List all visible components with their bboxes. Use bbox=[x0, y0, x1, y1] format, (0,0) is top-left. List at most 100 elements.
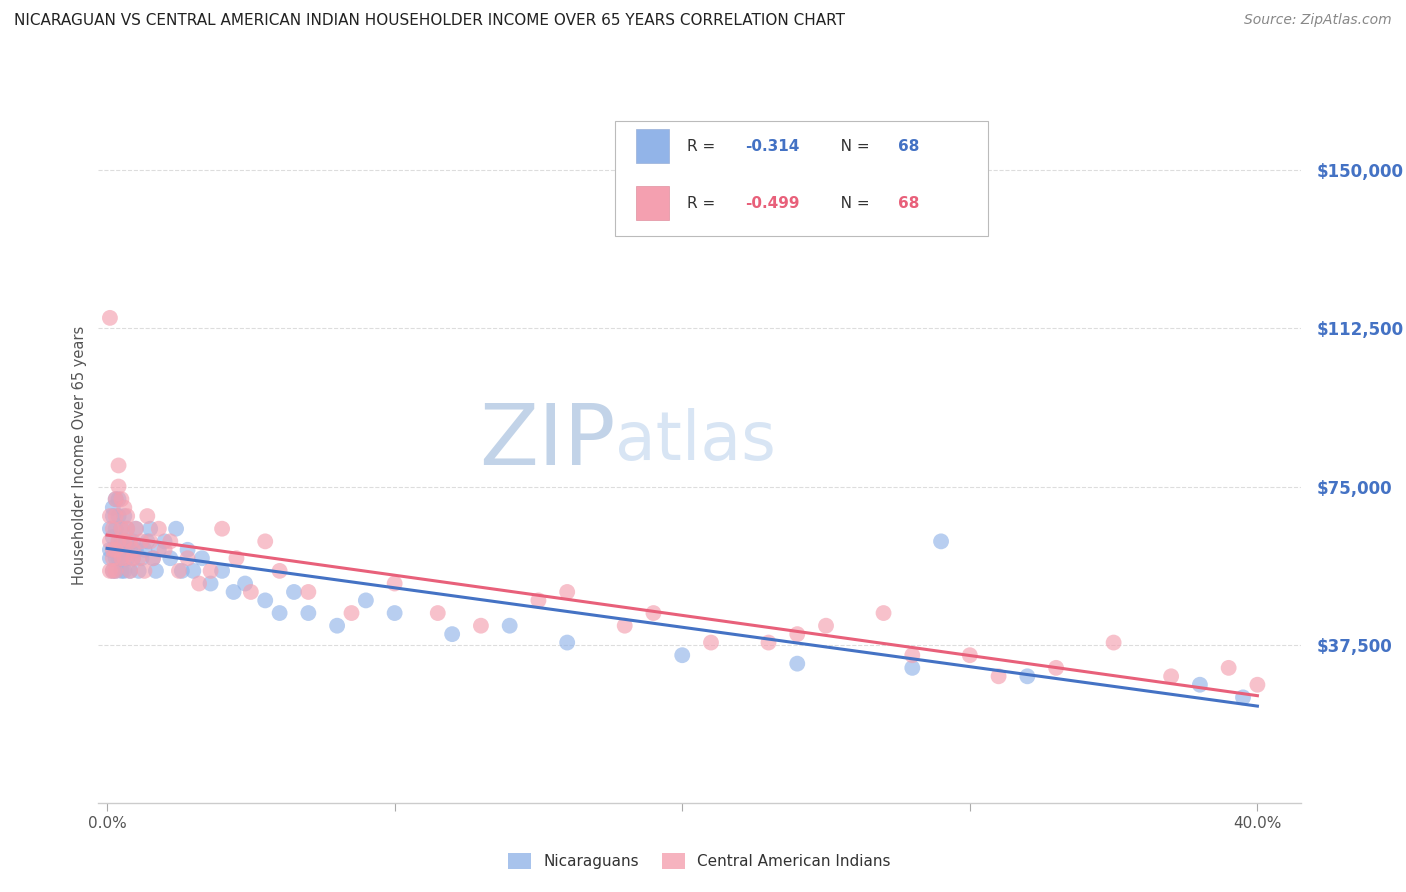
Point bbox=[211, 522, 233, 536]
Point bbox=[125, 522, 148, 536]
Point bbox=[104, 492, 127, 507]
Point bbox=[107, 534, 129, 549]
Point bbox=[643, 606, 665, 620]
Point bbox=[98, 542, 121, 557]
Point bbox=[101, 564, 124, 578]
Point bbox=[98, 551, 121, 566]
Point bbox=[104, 522, 127, 536]
Point bbox=[786, 627, 808, 641]
Point bbox=[142, 551, 165, 566]
Point bbox=[136, 534, 159, 549]
Point bbox=[758, 635, 780, 649]
Text: N =: N = bbox=[825, 138, 875, 153]
Point bbox=[115, 509, 138, 524]
Point bbox=[120, 564, 141, 578]
Text: 68: 68 bbox=[898, 195, 920, 211]
Point bbox=[901, 648, 924, 663]
Point bbox=[188, 576, 211, 591]
Point bbox=[115, 522, 138, 536]
FancyBboxPatch shape bbox=[616, 121, 988, 235]
Point bbox=[872, 606, 894, 620]
Point bbox=[170, 564, 193, 578]
Point bbox=[225, 551, 247, 566]
Point bbox=[354, 593, 377, 607]
Point bbox=[110, 522, 132, 536]
Point bbox=[131, 534, 153, 549]
Point bbox=[470, 618, 492, 632]
Point bbox=[107, 492, 129, 507]
Point bbox=[1017, 669, 1039, 683]
Point bbox=[110, 534, 132, 549]
Point bbox=[107, 458, 129, 473]
Text: N =: N = bbox=[825, 195, 875, 211]
Point bbox=[297, 585, 319, 599]
Point bbox=[159, 534, 181, 549]
Text: -0.499: -0.499 bbox=[745, 195, 800, 211]
Point bbox=[120, 542, 141, 557]
Point bbox=[112, 509, 135, 524]
Point bbox=[987, 669, 1010, 683]
Text: 68: 68 bbox=[898, 138, 920, 153]
Point bbox=[139, 534, 162, 549]
Point bbox=[254, 593, 277, 607]
Point bbox=[1232, 690, 1254, 705]
Point bbox=[441, 627, 464, 641]
Point bbox=[122, 551, 145, 566]
Point bbox=[131, 551, 153, 566]
Text: atlas: atlas bbox=[616, 408, 776, 474]
Point bbox=[153, 534, 176, 549]
Point bbox=[98, 564, 121, 578]
Point bbox=[107, 479, 129, 493]
Point bbox=[233, 576, 256, 591]
Point bbox=[128, 551, 150, 566]
Point bbox=[112, 564, 135, 578]
Point bbox=[929, 534, 952, 549]
Point bbox=[134, 564, 156, 578]
Point bbox=[125, 522, 148, 536]
Point bbox=[148, 522, 170, 536]
Point bbox=[104, 564, 127, 578]
Text: NICARAGUAN VS CENTRAL AMERICAN INDIAN HOUSEHOLDER INCOME OVER 65 YEARS CORRELATI: NICARAGUAN VS CENTRAL AMERICAN INDIAN HO… bbox=[14, 13, 845, 29]
Point bbox=[136, 509, 159, 524]
Point bbox=[112, 534, 135, 549]
Point bbox=[107, 534, 129, 549]
Point bbox=[211, 564, 233, 578]
Point bbox=[98, 509, 121, 524]
Point bbox=[112, 500, 135, 515]
Point bbox=[115, 522, 138, 536]
Point bbox=[139, 522, 162, 536]
Point bbox=[191, 551, 214, 566]
Point bbox=[107, 509, 129, 524]
Text: -0.314: -0.314 bbox=[745, 138, 800, 153]
Point bbox=[165, 522, 187, 536]
Point bbox=[104, 542, 127, 557]
Point bbox=[153, 542, 176, 557]
Point bbox=[222, 585, 245, 599]
Point bbox=[1102, 635, 1125, 649]
Point bbox=[101, 530, 124, 544]
Point bbox=[1218, 661, 1240, 675]
Text: Source: ZipAtlas.com: Source: ZipAtlas.com bbox=[1244, 13, 1392, 28]
Y-axis label: Householder Income Over 65 years: Householder Income Over 65 years bbox=[72, 326, 87, 584]
Point bbox=[239, 585, 262, 599]
Point bbox=[104, 564, 127, 578]
Point bbox=[104, 492, 127, 507]
Text: R =: R = bbox=[688, 138, 725, 153]
Point bbox=[101, 500, 124, 515]
Point bbox=[555, 635, 578, 649]
Point bbox=[700, 635, 723, 649]
Text: ZIP: ZIP bbox=[479, 400, 616, 483]
Point bbox=[107, 551, 129, 566]
Point bbox=[176, 542, 198, 557]
Point bbox=[613, 618, 636, 632]
Point bbox=[110, 492, 132, 507]
Point bbox=[110, 551, 132, 566]
Point bbox=[959, 648, 981, 663]
Point bbox=[110, 522, 132, 536]
Point bbox=[148, 542, 170, 557]
Point bbox=[120, 564, 141, 578]
Point bbox=[176, 551, 198, 566]
Point bbox=[115, 534, 138, 549]
Point bbox=[297, 606, 319, 620]
Point bbox=[104, 509, 127, 524]
